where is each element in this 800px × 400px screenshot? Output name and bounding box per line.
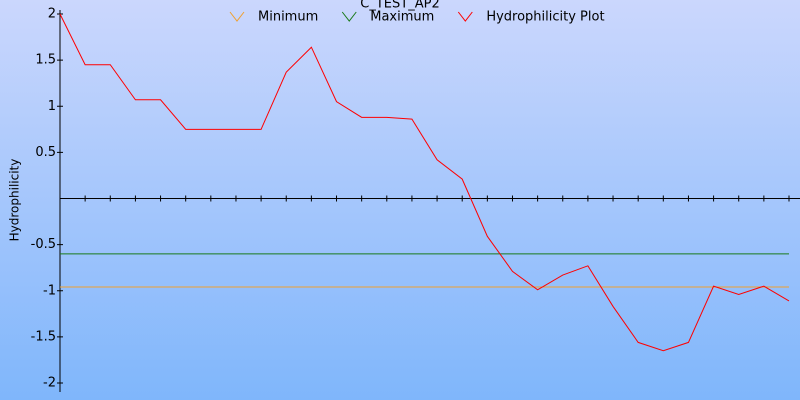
legend-icon (341, 11, 357, 22)
y-tick-label: 0.5 (35, 145, 56, 160)
y-tick-label: 2 (48, 7, 56, 22)
y-axis-label: Hydrophilicity (8, 159, 22, 242)
y-tick-label: -1.5 (31, 329, 56, 344)
y-tick-label: 1.5 (35, 53, 56, 68)
y-tick-label: -2 (43, 376, 56, 391)
legend-label: Hydrophilicity Plot (486, 10, 604, 25)
y-tick-label: 1 (48, 99, 56, 114)
series-line (59, 13, 790, 352)
legend-icon (229, 11, 245, 22)
chart-title: C_TEST_AP2 (360, 0, 439, 12)
legend-label: Minimum (258, 10, 318, 25)
legend-label: Maximum (370, 10, 434, 25)
y-tick-label: -1 (43, 283, 56, 298)
legend-icon (457, 11, 473, 22)
y-tick-label: -0.5 (31, 237, 56, 252)
